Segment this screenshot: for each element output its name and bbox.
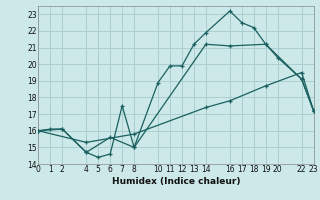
X-axis label: Humidex (Indice chaleur): Humidex (Indice chaleur)	[112, 177, 240, 186]
